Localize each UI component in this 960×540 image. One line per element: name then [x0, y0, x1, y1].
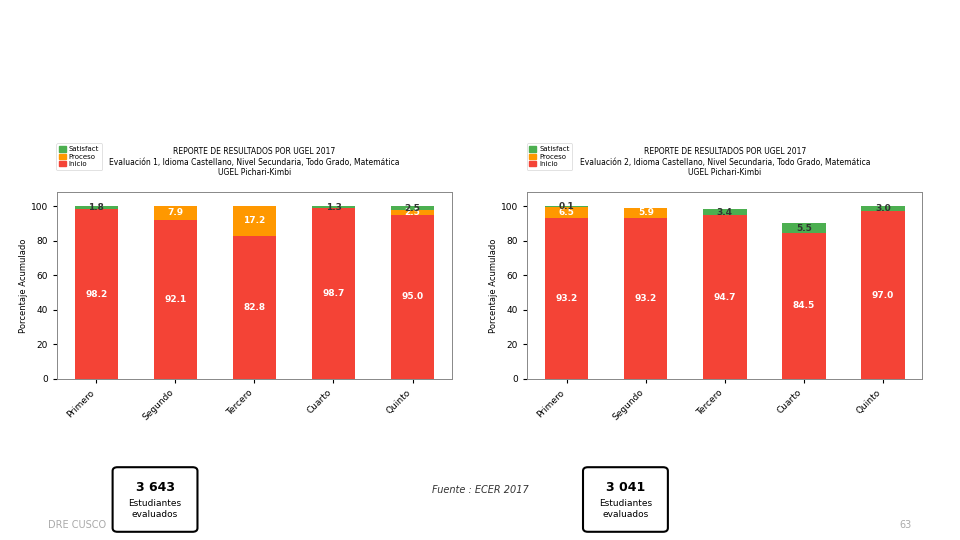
Text: 2.5: 2.5 [404, 208, 420, 217]
Text: DRE CUSCO: DRE CUSCO [48, 520, 107, 530]
Bar [232, 236, 276, 379]
Text: 3 643: 3 643 [135, 481, 175, 494]
Text: 5.5: 5.5 [796, 224, 812, 233]
Bar [391, 206, 434, 211]
Text: 3.4: 3.4 [717, 208, 732, 217]
Bar [782, 233, 826, 379]
Bar [703, 210, 747, 215]
Text: 92.1: 92.1 [164, 295, 186, 304]
Legend: Satisfact, Proceso, Inicio: Satisfact, Proceso, Inicio [527, 144, 572, 170]
Text: 84.5: 84.5 [793, 301, 815, 310]
FancyBboxPatch shape [583, 467, 668, 532]
Bar [312, 206, 355, 208]
Text: REPORTE DE RESULTADOS POR UGEL 2017
Evaluación 1, Idioma Castellano, Nivel Secun: REPORTE DE RESULTADOS POR UGEL 2017 Eval… [109, 147, 399, 177]
Text: REPORTE DE RESULTADOS POR UGEL 2017
Evaluación 2, Idioma Castellano, Nivel Secun: REPORTE DE RESULTADOS POR UGEL 2017 Eval… [580, 147, 870, 177]
Bar [391, 211, 434, 215]
Text: Estudiantes
evaluados: Estudiantes evaluados [129, 499, 181, 518]
Text: 1.3: 1.3 [325, 202, 342, 212]
Bar [782, 224, 826, 233]
Legend: Satisfact, Proceso, Inicio: Satisfact, Proceso, Inicio [57, 144, 102, 170]
FancyBboxPatch shape [112, 467, 198, 532]
Bar [545, 207, 588, 218]
Bar [861, 211, 904, 379]
Bar [545, 218, 588, 379]
Bar [624, 218, 667, 379]
Text: 98.2: 98.2 [85, 289, 108, 299]
Bar [154, 206, 197, 220]
Text: 0.1: 0.1 [559, 202, 575, 211]
Text: 7.9: 7.9 [167, 208, 183, 218]
Bar [861, 206, 904, 211]
Text: 5.9: 5.9 [637, 208, 654, 217]
Bar [624, 207, 667, 218]
Text: 94.7: 94.7 [713, 293, 736, 301]
Bar [154, 220, 197, 379]
Y-axis label: Porcentaje Acumulado: Porcentaje Acumulado [489, 238, 498, 333]
Text: 98.7: 98.7 [323, 289, 345, 298]
Y-axis label: Porcentaje Acumulado: Porcentaje Acumulado [18, 238, 28, 333]
Text: 6.5: 6.5 [559, 208, 575, 217]
Bar [232, 206, 276, 236]
Text: 97.0: 97.0 [872, 291, 894, 300]
Text: 95.0: 95.0 [401, 292, 423, 301]
Bar [75, 206, 118, 209]
Text: 82.8: 82.8 [243, 303, 266, 312]
Bar [312, 208, 355, 379]
Text: 17.2: 17.2 [243, 217, 266, 225]
Bar [391, 215, 434, 379]
Text: Estudiantes
evaluados: Estudiantes evaluados [599, 499, 652, 518]
Bar [703, 215, 747, 379]
Text: UGEL PICHARI - KIMBIRI: RESULTADOS ECER 2017 – NIVEL SECUNDARIA - MATEMÁTICA: UGEL PICHARI - KIMBIRI: RESULTADOS ECER … [92, 26, 868, 42]
Text: 93.2: 93.2 [556, 294, 578, 303]
Text: 93.2: 93.2 [635, 294, 657, 303]
Text: 1.8: 1.8 [88, 203, 105, 212]
Text: 3.0: 3.0 [876, 204, 891, 213]
Text: Fuente : ECER 2017: Fuente : ECER 2017 [432, 485, 528, 495]
Text: 63: 63 [900, 520, 912, 530]
Bar [75, 209, 118, 379]
Text: 3 041: 3 041 [606, 481, 645, 494]
Text: 2.5: 2.5 [404, 204, 420, 213]
